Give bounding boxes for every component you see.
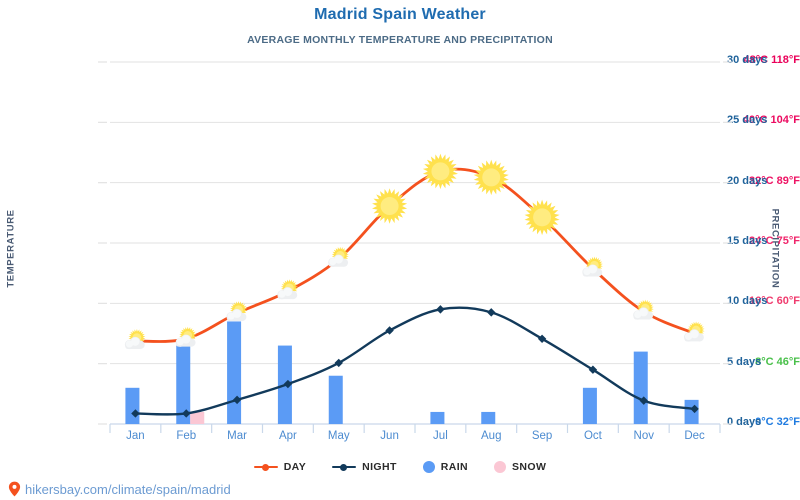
x-tick-jun: Jun — [380, 430, 399, 442]
y-tick-left-24: 24°C 75°F — [749, 235, 800, 247]
x-tick-may: May — [327, 430, 350, 442]
rain-bar-jan — [125, 387, 140, 424]
legend-line-swatch-day — [253, 462, 278, 472]
legend-label: NIGHT — [362, 461, 397, 473]
rain-bar-aug — [481, 411, 496, 424]
rain-bar-dec — [684, 399, 699, 424]
sun-cloud-jan — [124, 329, 146, 350]
sun-jul — [422, 153, 458, 190]
sun-cloud-may — [328, 246, 349, 267]
snow-bar-feb — [190, 411, 205, 424]
rain-bar-jul — [430, 411, 445, 424]
y-tick-right-15: 15 days — [727, 235, 768, 247]
x-tick-jan: Jan — [126, 430, 145, 442]
day-temperature-line — [134, 167, 696, 343]
legend-item-night[interactable]: NIGHT — [332, 461, 397, 473]
legend-item-rain[interactable]: RAIN — [422, 461, 469, 473]
page-subtitle: AVERAGE MONTHLY TEMPERATURE AND PRECIPIT… — [247, 34, 553, 46]
y-tick-right-20: 20 days — [727, 174, 768, 187]
axis-lines — [109, 423, 721, 433]
rain-bar-nov — [633, 351, 648, 424]
legend-item-snow[interactable]: SNOW — [494, 461, 546, 473]
legend-dot-swatch-snow — [494, 461, 507, 473]
x-tick-feb: Feb — [176, 430, 197, 442]
rain-bar-oct — [582, 387, 597, 424]
x-tick-dec: Dec — [684, 430, 705, 442]
location-pin-icon — [8, 481, 21, 497]
footer-source[interactable]: hikersbay.com/climate/spain/madrid — [8, 481, 231, 497]
sun-jun — [372, 188, 408, 224]
chart-legend: DAY NIGHT RAIN SNOW — [0, 461, 800, 473]
source-url: hikersbay.com/climate/spain/madrid — [25, 481, 231, 497]
rain-bar-mar — [227, 321, 242, 424]
legend-label: DAY — [283, 461, 307, 473]
night-markers — [131, 305, 699, 418]
x-tick-sep: Sep — [531, 430, 553, 442]
x-tick-jul: Jul — [433, 430, 448, 442]
legend-item-day[interactable]: DAY — [253, 461, 307, 473]
sun-cloud-feb — [175, 326, 197, 347]
page-title: Madrid Spain Weather — [314, 6, 486, 23]
night-point-jan — [131, 409, 140, 418]
night-point-sep — [537, 334, 547, 343]
x-tick-nov: Nov — [633, 430, 654, 442]
night-point-nov — [639, 396, 648, 405]
y-tick-right-30: 30 days — [727, 54, 768, 66]
sun-cloud-mar — [226, 301, 248, 322]
night-temperature-line — [134, 306, 696, 416]
y-tick-left-8: 8°C 46°F — [755, 355, 800, 368]
sun-sep — [524, 199, 560, 236]
sun-cloud-apr — [277, 279, 298, 300]
legend-line-swatch-night — [332, 462, 357, 472]
rain-bar-feb — [176, 345, 191, 424]
night-point-mar — [232, 395, 242, 405]
night-point-apr — [283, 379, 293, 389]
night-point-dec — [690, 404, 699, 414]
rain-bars — [125, 321, 699, 424]
rain-bar-may — [328, 375, 343, 424]
x-tick-apr: Apr — [278, 430, 297, 442]
x-tick-oct: Oct — [583, 430, 602, 442]
legend-label: RAIN — [440, 461, 469, 473]
y-tick-right-0: 0 days — [727, 416, 762, 428]
y-tick-left-40: 40°C 104°F — [742, 114, 800, 127]
sun-aug — [473, 159, 509, 196]
sun-cloud-oct — [582, 256, 603, 277]
legend-label: SNOW — [512, 461, 547, 473]
snow-bars — [190, 411, 205, 424]
night-point-aug — [487, 308, 496, 317]
x-tick-aug: Aug — [481, 430, 502, 442]
legend-dot-swatch-rain — [422, 461, 435, 473]
night-point-jul — [436, 305, 445, 314]
y-tick-left-0: 0°C 32°F — [755, 416, 800, 428]
y-tick-right-25: 25 days — [727, 114, 768, 127]
night-point-may — [334, 358, 343, 368]
sun-cloud-nov — [633, 299, 654, 320]
x-tick-mar: Mar — [227, 430, 247, 442]
night-point-jun — [385, 326, 394, 335]
y-tick-right-10: 10 days — [727, 295, 768, 308]
y-tick-left-32: 32°C 89°F — [749, 174, 800, 187]
y-tick-left-48: 48°C 118°F — [743, 54, 800, 66]
sun-cloud-dec — [683, 321, 705, 342]
night-point-feb — [182, 409, 191, 418]
night-point-oct — [588, 365, 598, 374]
day-weather-icons — [124, 153, 705, 350]
y-tick-right-5: 5 days — [727, 355, 762, 368]
y-tick-left-16: 16°C 60°F — [749, 295, 800, 308]
